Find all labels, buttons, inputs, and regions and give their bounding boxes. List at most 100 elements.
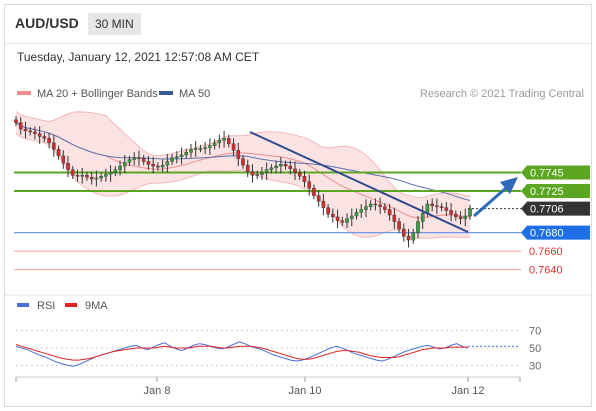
candle-body xyxy=(392,214,397,222)
candle-body xyxy=(359,209,364,213)
candle-body xyxy=(208,145,212,148)
candle-body xyxy=(227,138,231,145)
x-tick-label: Jan 12 xyxy=(451,385,484,397)
candle-body xyxy=(212,142,217,146)
rsi-series-9ma xyxy=(15,344,468,361)
candle-body xyxy=(94,177,99,180)
projection-arrow xyxy=(473,186,507,218)
candle-body xyxy=(378,204,382,207)
candle-body xyxy=(269,167,274,170)
candle-body xyxy=(349,215,354,219)
rsi-tick-70: 70 xyxy=(529,326,541,338)
rsi-tick-50: 50 xyxy=(529,343,541,355)
candle-body xyxy=(255,174,259,176)
x-tick-label: Jan 10 xyxy=(288,385,321,397)
legend-swatch-ma50 xyxy=(159,91,173,95)
candle-body xyxy=(47,138,51,144)
widget-header: AUD/USD 30 MIN xyxy=(5,5,591,44)
candle-body xyxy=(75,175,80,177)
symbol-title: AUD/USD xyxy=(15,15,79,31)
candle-body xyxy=(203,147,207,149)
candle-body xyxy=(56,149,61,157)
candle-body xyxy=(274,165,278,169)
level-label-0.7660: 0.7660 xyxy=(529,246,563,258)
candle-body xyxy=(397,221,401,230)
candle-body xyxy=(222,138,226,141)
candle-body xyxy=(283,163,288,167)
candle-body xyxy=(217,139,222,144)
candle-body xyxy=(383,206,387,210)
candle-body xyxy=(18,122,23,130)
price-legend: MA 20 + Bollinger Bands MA 50 Research © 2… xyxy=(17,88,584,100)
candle-body xyxy=(37,133,42,137)
candle-body xyxy=(401,228,406,237)
legend-swatch-rsi xyxy=(17,303,29,307)
candle-body xyxy=(293,168,297,173)
timestamp: Tuesday, January 12, 2021 12:57:08 AM CE… xyxy=(17,50,260,64)
candle-body xyxy=(193,148,198,150)
candle-body xyxy=(449,210,453,215)
bollinger-upper xyxy=(15,111,471,199)
candle-body xyxy=(89,176,94,180)
candle-body xyxy=(335,216,340,221)
candle-body xyxy=(85,175,89,178)
candle-body xyxy=(141,158,146,162)
candle-body xyxy=(264,169,269,173)
candle-body xyxy=(184,151,189,156)
candle-body xyxy=(439,206,444,208)
level-label-0.7725: 0.7725 xyxy=(530,186,564,198)
candle-body xyxy=(160,164,165,168)
projection-arrowhead xyxy=(500,177,518,194)
level-label-0.7680: 0.7680 xyxy=(530,228,564,240)
candle-body xyxy=(250,171,255,176)
candle-body xyxy=(198,148,203,150)
candle-body xyxy=(14,119,18,123)
interval-badge[interactable]: 30 MIN xyxy=(88,13,141,35)
candle-body xyxy=(231,143,236,151)
candle-body xyxy=(340,220,345,223)
level-tag-0.7680 xyxy=(521,225,590,240)
candle-body xyxy=(288,165,293,170)
legend-label-ma50: MA 50 xyxy=(179,88,210,100)
candle-body xyxy=(137,157,141,159)
candle-body xyxy=(236,150,241,159)
candle-body xyxy=(354,212,359,217)
candle-body xyxy=(411,232,416,241)
bollinger-band xyxy=(16,111,470,239)
candle-body xyxy=(127,159,132,163)
candle-body xyxy=(28,130,32,133)
credit-text: Research © 2021 Trading Central xyxy=(420,88,584,100)
legend-swatch-bollinger xyxy=(17,91,31,95)
candle-body xyxy=(146,161,151,165)
candle-body xyxy=(52,142,56,150)
candle-body xyxy=(279,163,283,167)
candle-body xyxy=(435,205,439,208)
candle-body xyxy=(61,155,66,164)
candle-body xyxy=(316,195,321,202)
candle-body xyxy=(170,157,174,162)
candle-body xyxy=(241,158,245,166)
legend-label-bollinger: MA 20 + Bollinger Bands xyxy=(37,88,158,100)
candle-body xyxy=(326,207,330,215)
candle-body xyxy=(458,216,463,219)
candle-body xyxy=(104,174,108,177)
candle-body xyxy=(113,169,118,173)
chart-widget: AUD/USD 30 MIN Tuesday, January 12, 2021… xyxy=(4,4,592,407)
level-tag-0.7745 xyxy=(521,165,590,180)
candle-body xyxy=(364,206,368,210)
legend-swatch-9ma xyxy=(65,303,77,307)
candle-body xyxy=(312,188,316,196)
candle-body xyxy=(444,207,449,211)
x-axis: Jan 8 Jan 10 Jan 12 xyxy=(15,376,521,397)
candle-body xyxy=(132,157,137,160)
rsi-tick-30: 30 xyxy=(529,360,541,372)
candle-body xyxy=(165,161,170,166)
candle-body xyxy=(33,131,37,134)
legend-label-9ma: 9MA xyxy=(85,300,108,312)
level-tag-0.7706 xyxy=(521,201,590,216)
level-label-0.7640: 0.7640 xyxy=(529,265,563,277)
candle-body xyxy=(23,128,28,132)
candle-body xyxy=(331,213,335,218)
candle-body xyxy=(156,165,160,168)
